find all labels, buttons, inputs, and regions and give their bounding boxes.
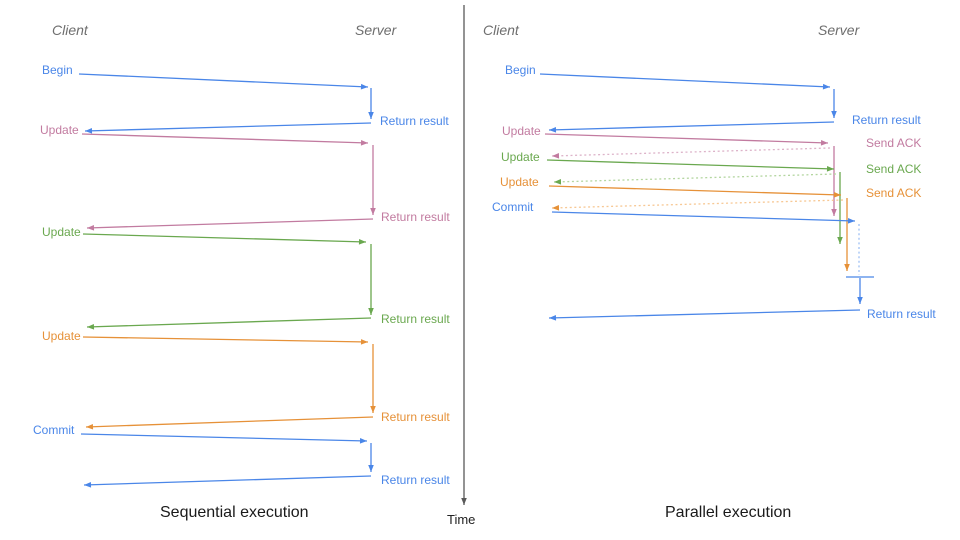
left-update-2-label: Update [42, 225, 81, 239]
left-client-header: Client [52, 22, 88, 38]
right-update2-ack-line [553, 173, 837, 185]
left-return-result-4-label: Return result [381, 410, 450, 424]
left-return-result-2-label: Return result [381, 210, 450, 224]
left-commit-processing-line [368, 443, 374, 472]
left-begin-label: Begin [42, 63, 73, 77]
right-update1-request-line [544, 133, 829, 146]
right-update-1-label: Update [502, 124, 541, 138]
right-update-3-label: Update [500, 175, 539, 189]
left-update-1-label: Update [40, 123, 79, 137]
right-final-return-result-label: Return result [867, 307, 936, 321]
right-server-header: Server [818, 22, 860, 38]
right-update2-processing-line [837, 172, 843, 244]
right-update-2-label: Update [501, 150, 540, 164]
left-update1-request-line [81, 133, 369, 146]
left-update1-processing-line [370, 145, 376, 215]
left-update3-response-line [85, 416, 374, 430]
time-axis-label: Time [447, 512, 476, 527]
right-begin-request-line [539, 73, 831, 90]
left-return-result-1-label: Return result [380, 114, 449, 128]
right-send-ack-3-label: Send ACK [866, 186, 922, 200]
right-commit-request-line [551, 211, 856, 224]
left-commit-response-line [83, 475, 372, 488]
left-update3-processing-line [370, 344, 376, 413]
time-axis-line [461, 5, 467, 505]
right-update3-request-line [548, 185, 842, 198]
left-update2-request-line [82, 233, 367, 245]
left-commit-label: Commit [33, 423, 75, 437]
right-send-ack-2-label: Send ACK [866, 162, 922, 176]
right-return-result-top-label: Return result [852, 113, 921, 127]
right-send-ack-1-label: Send ACK [866, 136, 922, 150]
right-update2-request-line [546, 159, 835, 172]
right-caption: Parallel execution [665, 504, 792, 521]
right-update3-ack-line [551, 199, 844, 211]
left-update2-processing-line [368, 244, 374, 315]
right-begin-response-line [548, 121, 835, 133]
right-commit-label: Commit [492, 200, 534, 214]
left-begin-request-line [78, 73, 369, 90]
left-update1-response-line [86, 218, 374, 231]
right-update1-processing-line [831, 146, 837, 216]
left-update3-request-line [82, 336, 369, 345]
right-begin-label: Begin [505, 63, 536, 77]
right-update1-ack-line [551, 147, 831, 159]
right-update3-processing-line [844, 198, 850, 271]
left-return-result-3-label: Return result [381, 312, 450, 326]
right-commit-processing-line [857, 278, 863, 304]
left-begin-response-line [84, 122, 372, 134]
left-caption: Sequential execution [160, 504, 309, 521]
left-server-header: Server [355, 22, 397, 38]
right-client-header: Client [483, 22, 519, 38]
left-return-result-5-label: Return result [381, 473, 450, 487]
right-begin-processing-line [831, 89, 837, 118]
right-final-response-line [548, 309, 861, 321]
left-update-3-label: Update [42, 329, 81, 343]
left-commit-request-line [80, 433, 368, 444]
left-begin-processing-line [368, 88, 374, 119]
left-update2-response-line [86, 317, 372, 330]
